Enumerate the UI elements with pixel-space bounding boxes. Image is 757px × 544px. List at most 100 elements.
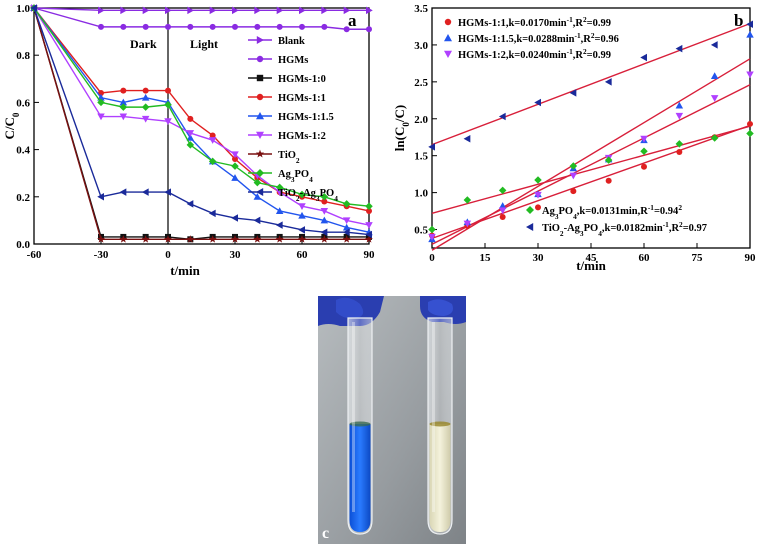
legend-marker <box>444 34 452 42</box>
x-tick-label: -60 <box>27 249 42 261</box>
data-point <box>676 149 683 155</box>
data-point <box>253 235 262 243</box>
legend-entry: Ag3PO4 <box>278 169 313 184</box>
legend-marker <box>256 112 264 120</box>
data-point <box>746 71 754 79</box>
data-point <box>365 222 373 229</box>
data-point <box>499 213 506 220</box>
legend-entry: HGMs-1:1.5,k=0.0288min-1,R2=0.96 <box>458 31 619 46</box>
x-tick-label: 0 <box>165 249 171 261</box>
data-point <box>187 6 195 15</box>
data-point <box>570 188 577 195</box>
data-point <box>365 202 373 210</box>
data-point <box>320 216 329 224</box>
data-point <box>604 78 612 86</box>
data-point <box>366 6 373 15</box>
data-point <box>428 225 436 234</box>
data-point <box>97 235 105 243</box>
data-point <box>463 220 472 228</box>
legend-marker <box>256 131 264 139</box>
y-tick-label: 0.5 <box>414 225 428 237</box>
y-tick-label: 1.0 <box>16 3 30 15</box>
y-tick-label: 3.5 <box>414 3 428 15</box>
data-point <box>141 103 150 111</box>
x-tick-label: 75 <box>692 252 704 264</box>
data-point <box>276 23 283 30</box>
data-point <box>675 140 684 148</box>
annotation-light: Light <box>190 37 218 51</box>
blue-test-tube-icon <box>347 317 373 535</box>
data-point <box>498 202 507 209</box>
x-tick-label: 15 <box>480 252 492 264</box>
y-tick-label: 0.2 <box>16 192 30 204</box>
data-point <box>275 221 283 229</box>
data-point <box>164 101 172 109</box>
legend-entry: HGMs-1:1,k=0.0170min-1,R2=0.99 <box>458 15 611 30</box>
data-point <box>164 118 172 126</box>
panel-a-label: a <box>348 11 357 30</box>
data-point <box>253 193 262 200</box>
legend-marker <box>256 93 264 101</box>
fit-line <box>431 23 751 146</box>
data-point <box>119 188 127 196</box>
data-point <box>231 235 239 243</box>
data-point <box>321 198 328 205</box>
data-point <box>141 93 150 101</box>
data-point <box>747 120 753 127</box>
data-point <box>231 162 239 170</box>
data-point <box>142 6 150 15</box>
legend-marker <box>255 149 265 158</box>
data-point <box>141 188 149 196</box>
data-point <box>746 20 753 28</box>
fit-line <box>431 124 751 240</box>
data-point <box>164 235 172 243</box>
data-point <box>187 115 194 122</box>
x-tick-label: 60 <box>297 249 309 261</box>
data-point <box>232 23 238 30</box>
x-tick-label: 0 <box>429 252 435 264</box>
data-point <box>231 151 239 159</box>
data-point <box>298 190 306 199</box>
data-point <box>428 143 435 151</box>
x-tick-label: 90 <box>745 252 757 264</box>
y-tick-label: 1.0 <box>414 188 428 200</box>
data-point <box>498 207 507 215</box>
panel-c-photo: c <box>318 296 466 544</box>
legend-entry: TiO2-Ag3PO4,k=0.0182min-1,R2=0.97 <box>542 220 707 238</box>
legend-marker <box>526 223 534 231</box>
data-point <box>640 147 648 156</box>
data-point <box>675 112 684 120</box>
data-point <box>604 156 613 164</box>
data-point <box>98 23 104 30</box>
y-tick-label: 0.0 <box>16 239 30 251</box>
data-point <box>675 44 683 53</box>
data-point <box>321 6 329 15</box>
data-point <box>141 235 150 243</box>
data-point <box>164 188 171 196</box>
data-point <box>710 134 719 142</box>
data-point <box>342 223 351 231</box>
data-point <box>120 6 128 15</box>
y-tick-label: 1.5 <box>414 151 428 163</box>
data-point <box>119 98 128 106</box>
legend-marker <box>256 55 264 63</box>
data-point <box>746 129 754 138</box>
y-tick-label: 0.4 <box>16 145 30 157</box>
y-tick-label: 0.6 <box>16 97 30 109</box>
y-tick-label: 2.5 <box>414 77 428 89</box>
data-point <box>746 30 754 38</box>
data-point <box>321 23 328 30</box>
fit-line <box>431 58 751 251</box>
legend-entry: Ag3PO4,k=0.0131min,R-1=0.942 <box>542 203 682 221</box>
data-point <box>30 4 37 12</box>
data-point <box>298 235 306 243</box>
y-tick-label: 0.8 <box>16 50 30 62</box>
panel-a-xlabel: t/min <box>170 263 200 278</box>
data-point <box>275 235 284 243</box>
data-point <box>498 186 507 195</box>
data-point <box>640 135 648 143</box>
data-point <box>254 6 262 15</box>
data-point <box>120 23 127 30</box>
data-point <box>165 23 171 30</box>
